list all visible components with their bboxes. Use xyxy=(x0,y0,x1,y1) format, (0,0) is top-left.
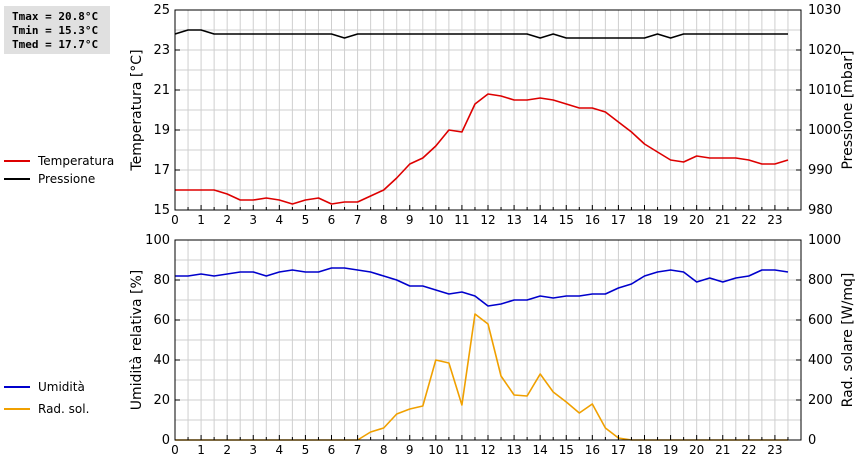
chart2-x-tick-label: 2 xyxy=(223,443,231,457)
chart2-y-tick-label-left: 0 xyxy=(162,433,170,448)
chart1-group xyxy=(174,9,802,211)
chart1-x-tick-label: 22 xyxy=(741,213,756,227)
stat-tmed: Tmed = 17.7°C xyxy=(12,38,99,51)
legend-pressione: Pressione xyxy=(4,171,95,187)
chart2-x-tick-label: 22 xyxy=(741,443,756,457)
chart1-y-tick-label-left: 15 xyxy=(153,203,170,218)
chart1-x-tick-label: 17 xyxy=(611,213,626,227)
chart2-x-tick-label: 19 xyxy=(663,443,678,457)
stats-box: Tmax = 20.8°C Tmin = 15.3°C Tmed = 17.7°… xyxy=(4,6,110,54)
chart1-x-tick-label: 7 xyxy=(354,213,362,227)
chart1-x-tick-label: 0 xyxy=(171,213,179,227)
chart1-y-tick-label-left: 25 xyxy=(153,3,170,18)
chart1-y-tick-label-right: 980 xyxy=(808,203,833,218)
chart2-y-tick-label-left: 40 xyxy=(153,353,170,368)
chart2-x-tick-label: 12 xyxy=(480,443,495,457)
chart1-x-tick-label: 10 xyxy=(428,213,443,227)
chart2-y-axis-title-right: Rad. solare [W/mq] xyxy=(840,273,856,408)
chart1-x-tick-label: 5 xyxy=(302,213,310,227)
chart2-y-tick-label-left: 80 xyxy=(153,273,170,288)
chart2-x-tick-label: 14 xyxy=(533,443,548,457)
chart1-y-tick-label-left: 17 xyxy=(153,163,170,178)
chart2-x-tick-label: 18 xyxy=(637,443,652,457)
chart1-x-tick-label: 6 xyxy=(328,213,336,227)
chart1-series-pressione-line xyxy=(174,29,788,39)
chart2-y-tick-label-right: 400 xyxy=(808,353,833,368)
chart2-y-tick-label-right: 1000 xyxy=(808,233,841,248)
chart2-y-tick-label-right: 800 xyxy=(808,273,833,288)
chart2-y-axis-title-left: Umidità relativa [%] xyxy=(129,270,145,411)
chart2-x-tick-label: 21 xyxy=(715,443,730,457)
chart2-group xyxy=(174,239,802,441)
chart1-y-tick-label-right: 1000 xyxy=(808,123,841,138)
legend-umidita: Umidità xyxy=(4,379,85,395)
chart1-x-tick-label: 16 xyxy=(585,213,600,227)
chart1-x-tick-label: 8 xyxy=(380,213,388,227)
legend-label-radsol: Rad. sol. xyxy=(38,402,90,416)
stat-tmin: Tmin = 15.3°C xyxy=(12,24,99,37)
chart1-x-tick-label: 12 xyxy=(480,213,495,227)
chart1-x-tick-label: 11 xyxy=(454,213,469,227)
chart2-y-tick-label-right: 0 xyxy=(808,433,816,448)
legend-label-pressione: Pressione xyxy=(38,172,96,186)
chart1-x-tick-label: 19 xyxy=(663,213,678,227)
chart2-x-tick-label: 10 xyxy=(428,443,443,457)
chart1-x-tick-label: 13 xyxy=(506,213,521,227)
chart1-x-tick-label: 21 xyxy=(715,213,730,227)
chart2-series-umidit--line xyxy=(175,267,789,307)
chart2-x-tick-label: 5 xyxy=(302,443,310,457)
chart2-x-tick-label: 23 xyxy=(767,443,782,457)
chart1-y-tick-label-left: 19 xyxy=(153,123,170,138)
chart2-x-tick-label: 15 xyxy=(559,443,574,457)
chart1-x-tick-label: 23 xyxy=(767,213,782,227)
chart1-x-tick-label: 14 xyxy=(533,213,548,227)
chart2-x-tick-label: 17 xyxy=(611,443,626,457)
chart1-x-tick-label: 2 xyxy=(223,213,231,227)
chart1-x-tick-label: 20 xyxy=(689,213,704,227)
chart1-y-tick-label-left: 21 xyxy=(153,83,170,98)
chart1-y-axis-title-left: Temperatura [°C] xyxy=(129,49,145,171)
legend-swatch-temperatura xyxy=(4,160,30,162)
chart2-x-tick-label: 0 xyxy=(171,443,179,457)
chart1-y-tick-label-right: 1020 xyxy=(808,43,841,58)
chart2-y-tick-label-right: 600 xyxy=(808,313,833,328)
chart1-y-tick-label-right: 1030 xyxy=(808,3,841,18)
legend-swatch-radsol xyxy=(4,408,30,410)
chart2-y-tick-label-left: 100 xyxy=(145,233,170,248)
chart2-series-rad-sol--line xyxy=(175,313,788,441)
chart1-y-axis-title-right: Pressione [mbar] xyxy=(840,50,856,169)
chart2-x-tick-label: 20 xyxy=(689,443,704,457)
chart2-x-tick-label: 1 xyxy=(197,443,205,457)
chart1-x-tick-label: 4 xyxy=(276,213,284,227)
chart1-x-tick-label: 9 xyxy=(406,213,414,227)
chart2-y-tick-label-right: 200 xyxy=(808,393,833,408)
chart2-x-tick-label: 7 xyxy=(354,443,362,457)
chart2-y-tick-label-left: 20 xyxy=(153,393,170,408)
legend-label-temperatura: Temperatura xyxy=(38,154,115,168)
chart2-x-tick-label: 16 xyxy=(585,443,600,457)
stat-tmax: Tmax = 20.8°C xyxy=(12,10,99,23)
chart1-y-tick-label-right: 990 xyxy=(808,163,833,178)
chart2-x-tick-label: 11 xyxy=(454,443,469,457)
chart2-x-tick-label: 6 xyxy=(328,443,336,457)
chart1-x-tick-label: 18 xyxy=(637,213,652,227)
chart1-series-temperatura-line xyxy=(175,93,789,205)
chart1-y-tick-label-right: 1010 xyxy=(808,83,841,98)
legend-temperatura: Temperatura xyxy=(4,153,114,169)
chart1-x-tick-label: 15 xyxy=(559,213,574,227)
chart2-y-tick-label-left: 60 xyxy=(153,313,170,328)
chart2-x-tick-label: 13 xyxy=(506,443,521,457)
legend-swatch-pressione xyxy=(4,178,30,180)
chart1-x-tick-label: 3 xyxy=(249,213,257,227)
chart2-x-tick-label: 9 xyxy=(406,443,414,457)
legend-radsol: Rad. sol. xyxy=(4,401,89,417)
legend-swatch-umidita xyxy=(4,386,30,388)
chart2-x-tick-label: 8 xyxy=(380,443,388,457)
chart1-y-tick-label-left: 23 xyxy=(153,43,170,58)
chart2-x-tick-label: 4 xyxy=(276,443,284,457)
legend-label-umidita: Umidità xyxy=(38,380,85,394)
chart2-x-tick-label: 3 xyxy=(249,443,257,457)
chart1-x-tick-label: 1 xyxy=(197,213,205,227)
